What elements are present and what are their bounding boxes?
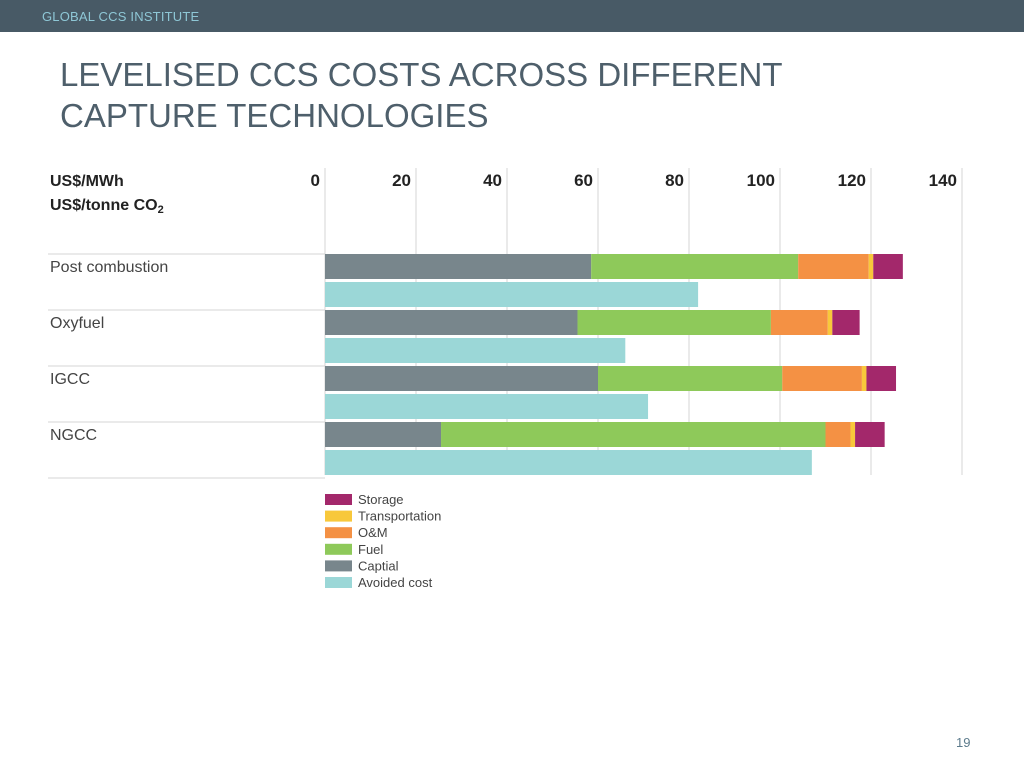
legend-label: Transportation <box>358 509 441 524</box>
category-label: IGCC <box>50 371 90 388</box>
bar-segment-captial <box>325 366 598 391</box>
x-tick-label: 140 <box>929 171 957 190</box>
category-label: Oxyfuel <box>50 315 104 332</box>
slide-title-line-1: LEVELISED CCS COSTS ACROSS DIFFERENT <box>60 56 783 93</box>
bar-segment-transportation <box>827 310 833 335</box>
legend-swatch <box>325 510 352 522</box>
legend-label: Captial <box>358 558 399 573</box>
bar-avoided-cost <box>325 282 699 307</box>
x-tick-label: 80 <box>665 171 684 190</box>
org-name: GLOBAL CCS INSTITUTE <box>42 9 200 24</box>
slide-title: LEVELISED CCS COSTS ACROSS DIFFERENT CAP… <box>60 54 960 136</box>
legend-swatch <box>325 577 352 588</box>
bar-segment-storage <box>866 366 897 391</box>
legend-label: Avoided cost <box>358 575 433 590</box>
bar-segment-fuel <box>591 254 799 279</box>
page-number: 19 <box>956 735 971 750</box>
bar-segment-transportation <box>868 254 874 279</box>
x-tick-label: 20 <box>392 171 411 190</box>
bar-segment-transportation <box>861 366 867 391</box>
bar-segment-o-m <box>825 422 851 447</box>
legend-swatch <box>325 543 352 555</box>
legend-swatch <box>325 527 352 539</box>
bar-segment-captial <box>325 254 592 279</box>
bar-segment-fuel <box>598 366 783 391</box>
bar-segment-captial <box>325 310 578 335</box>
x-tick-label: 40 <box>483 171 502 190</box>
bar-segment-o-m <box>782 366 862 391</box>
unit-label-tonne: US$/tonne CO2 <box>50 197 164 216</box>
category-label: Post combustion <box>50 259 168 276</box>
x-tick-label: 120 <box>838 171 866 190</box>
legend-label: O&M <box>358 525 388 540</box>
legend-swatch <box>325 560 352 572</box>
bar-segment-storage <box>832 310 860 335</box>
bar-segment-storage <box>855 422 885 447</box>
bar-avoided-cost <box>325 450 812 475</box>
slide-title-line-2: CAPTURE TECHNOLOGIES <box>60 97 489 134</box>
levelised-cost-chart: US$/MWh US$/tonne CO2 0 20 40 60 80 100 120 140 Po… <box>48 168 963 590</box>
x-tick-label: 100 <box>747 171 775 190</box>
bar-avoided-cost <box>325 338 626 363</box>
bar-segment-o-m <box>798 254 869 279</box>
category-label: NGCC <box>50 427 97 444</box>
bar-segment-fuel <box>577 310 771 335</box>
bar-segment-captial <box>325 422 442 447</box>
legend-swatch <box>325 494 352 505</box>
legend-label: Storage <box>358 492 404 507</box>
legend-label: Fuel <box>358 542 383 557</box>
unit-label-mwh: US$/MWh <box>50 173 124 190</box>
x-tick-label: 0 <box>311 171 320 190</box>
bar-segment-transportation <box>850 422 856 447</box>
bar-avoided-cost <box>325 394 649 419</box>
bar-segment-fuel <box>441 422 826 447</box>
bar-segment-o-m <box>770 310 828 335</box>
x-tick-label: 60 <box>574 171 593 190</box>
header-bar: GLOBAL CCS INSTITUTE <box>0 0 1024 32</box>
bar-segment-storage <box>873 254 903 279</box>
unit-label-subscript: 2 <box>158 204 164 216</box>
